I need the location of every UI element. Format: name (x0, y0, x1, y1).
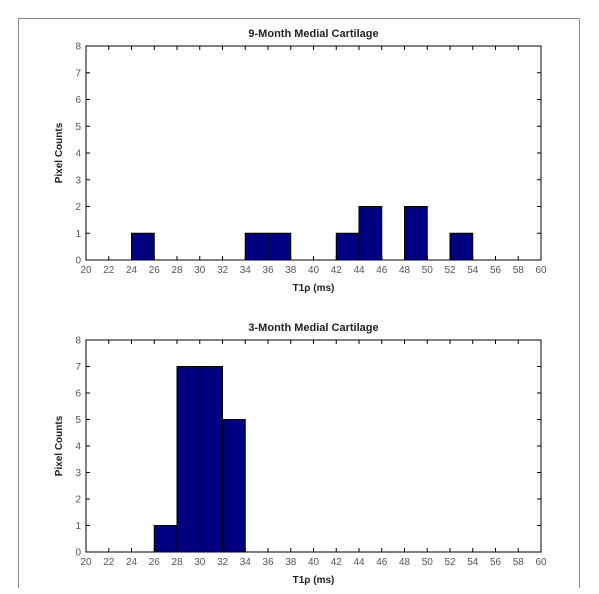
y-tick-label: 0 (75, 548, 81, 559)
y-tick-label: 8 (75, 336, 81, 347)
histogram-bar (199, 366, 223, 553)
x-tick-label: 32 (217, 265, 229, 276)
x-tick-label: 26 (149, 265, 161, 276)
x-tick-label: 22 (103, 557, 115, 568)
x-tick-label: 48 (399, 265, 411, 276)
x-tick-label: 40 (308, 557, 320, 568)
x-tick-label: 34 (240, 265, 252, 276)
x-tick-label: 36 (262, 265, 274, 276)
x-tick-label: 58 (513, 557, 525, 568)
y-tick-label: 3 (75, 175, 81, 186)
x-tick-label: 28 (171, 557, 183, 568)
x-tick-label: 56 (490, 265, 502, 276)
x-tick-label: 30 (194, 557, 206, 568)
x-axis-label: T1ρ (ms) (293, 283, 335, 294)
histogram-bar (404, 206, 428, 261)
x-tick-label: 26 (149, 557, 161, 568)
y-tick-label: 1 (75, 521, 81, 532)
y-tick-label: 8 (75, 42, 81, 53)
y-tick-label: 3 (75, 468, 81, 479)
x-tick-label: 52 (444, 557, 456, 568)
x-tick-label: 20 (80, 265, 92, 276)
x-tick-label: 34 (240, 557, 252, 568)
x-tick-label: 24 (126, 557, 138, 568)
y-tick-label: 7 (75, 68, 81, 79)
y-tick-label: 2 (75, 202, 81, 213)
histogram-bar (449, 232, 474, 261)
y-tick-label: 1 (75, 229, 81, 240)
x-tick-label: 54 (467, 557, 479, 568)
x-tick-label: 46 (376, 557, 388, 568)
y-tick-label: 5 (75, 415, 81, 426)
x-tick-label: 32 (217, 557, 229, 568)
y-axis-label: Pixel Counts (54, 415, 65, 476)
plot-area-border (85, 339, 542, 553)
x-tick-label: 50 (422, 265, 434, 276)
y-tick-label: 6 (75, 95, 81, 106)
chart-title: 3-Month Medial Cartilage (248, 322, 378, 334)
x-tick-label: 22 (103, 265, 115, 276)
y-tick-label: 2 (75, 495, 81, 506)
x-tick-label: 28 (171, 265, 183, 276)
x-tick-label: 42 (331, 557, 343, 568)
x-tick-label: 54 (467, 265, 479, 276)
x-tick-label: 52 (444, 265, 456, 276)
y-axis-label: Pixel Counts (54, 122, 65, 183)
histogram-bar (267, 232, 292, 261)
x-tick-label: 46 (376, 265, 388, 276)
x-tick-label: 38 (285, 557, 297, 568)
plot-area-border (85, 45, 542, 261)
histogram-bar (131, 232, 155, 261)
x-tick-label: 58 (513, 265, 525, 276)
y-tick-label: 0 (75, 256, 81, 267)
chart-title: 9-Month Medial Cartilage (248, 28, 378, 40)
histogram-bar (244, 232, 269, 261)
histogram-bar (222, 419, 246, 553)
x-tick-label: 44 (353, 557, 365, 568)
y-tick-label: 4 (75, 149, 81, 160)
x-tick-label: 44 (353, 265, 365, 276)
x-tick-label: 42 (331, 265, 343, 276)
x-tick-label: 50 (422, 557, 434, 568)
histogram-bar (335, 232, 360, 261)
histogram-bar (358, 206, 383, 261)
y-tick-label: 5 (75, 122, 81, 133)
y-tick-label: 7 (75, 362, 81, 373)
x-tick-label: 24 (126, 265, 138, 276)
x-tick-label: 30 (194, 265, 206, 276)
x-tick-label: 56 (490, 557, 502, 568)
x-tick-label: 60 (535, 265, 547, 276)
x-tick-label: 20 (80, 557, 92, 568)
x-tick-label: 38 (285, 265, 297, 276)
x-axis-label: T1ρ (ms) (293, 575, 335, 586)
x-tick-label: 40 (308, 265, 320, 276)
x-tick-label: 48 (399, 557, 411, 568)
histogram-bar (176, 366, 201, 553)
figure-frame (18, 18, 580, 588)
y-tick-label: 6 (75, 389, 81, 400)
histogram-bar (153, 525, 178, 553)
x-tick-label: 36 (262, 557, 274, 568)
y-tick-label: 4 (75, 442, 81, 453)
x-tick-label: 60 (535, 557, 547, 568)
